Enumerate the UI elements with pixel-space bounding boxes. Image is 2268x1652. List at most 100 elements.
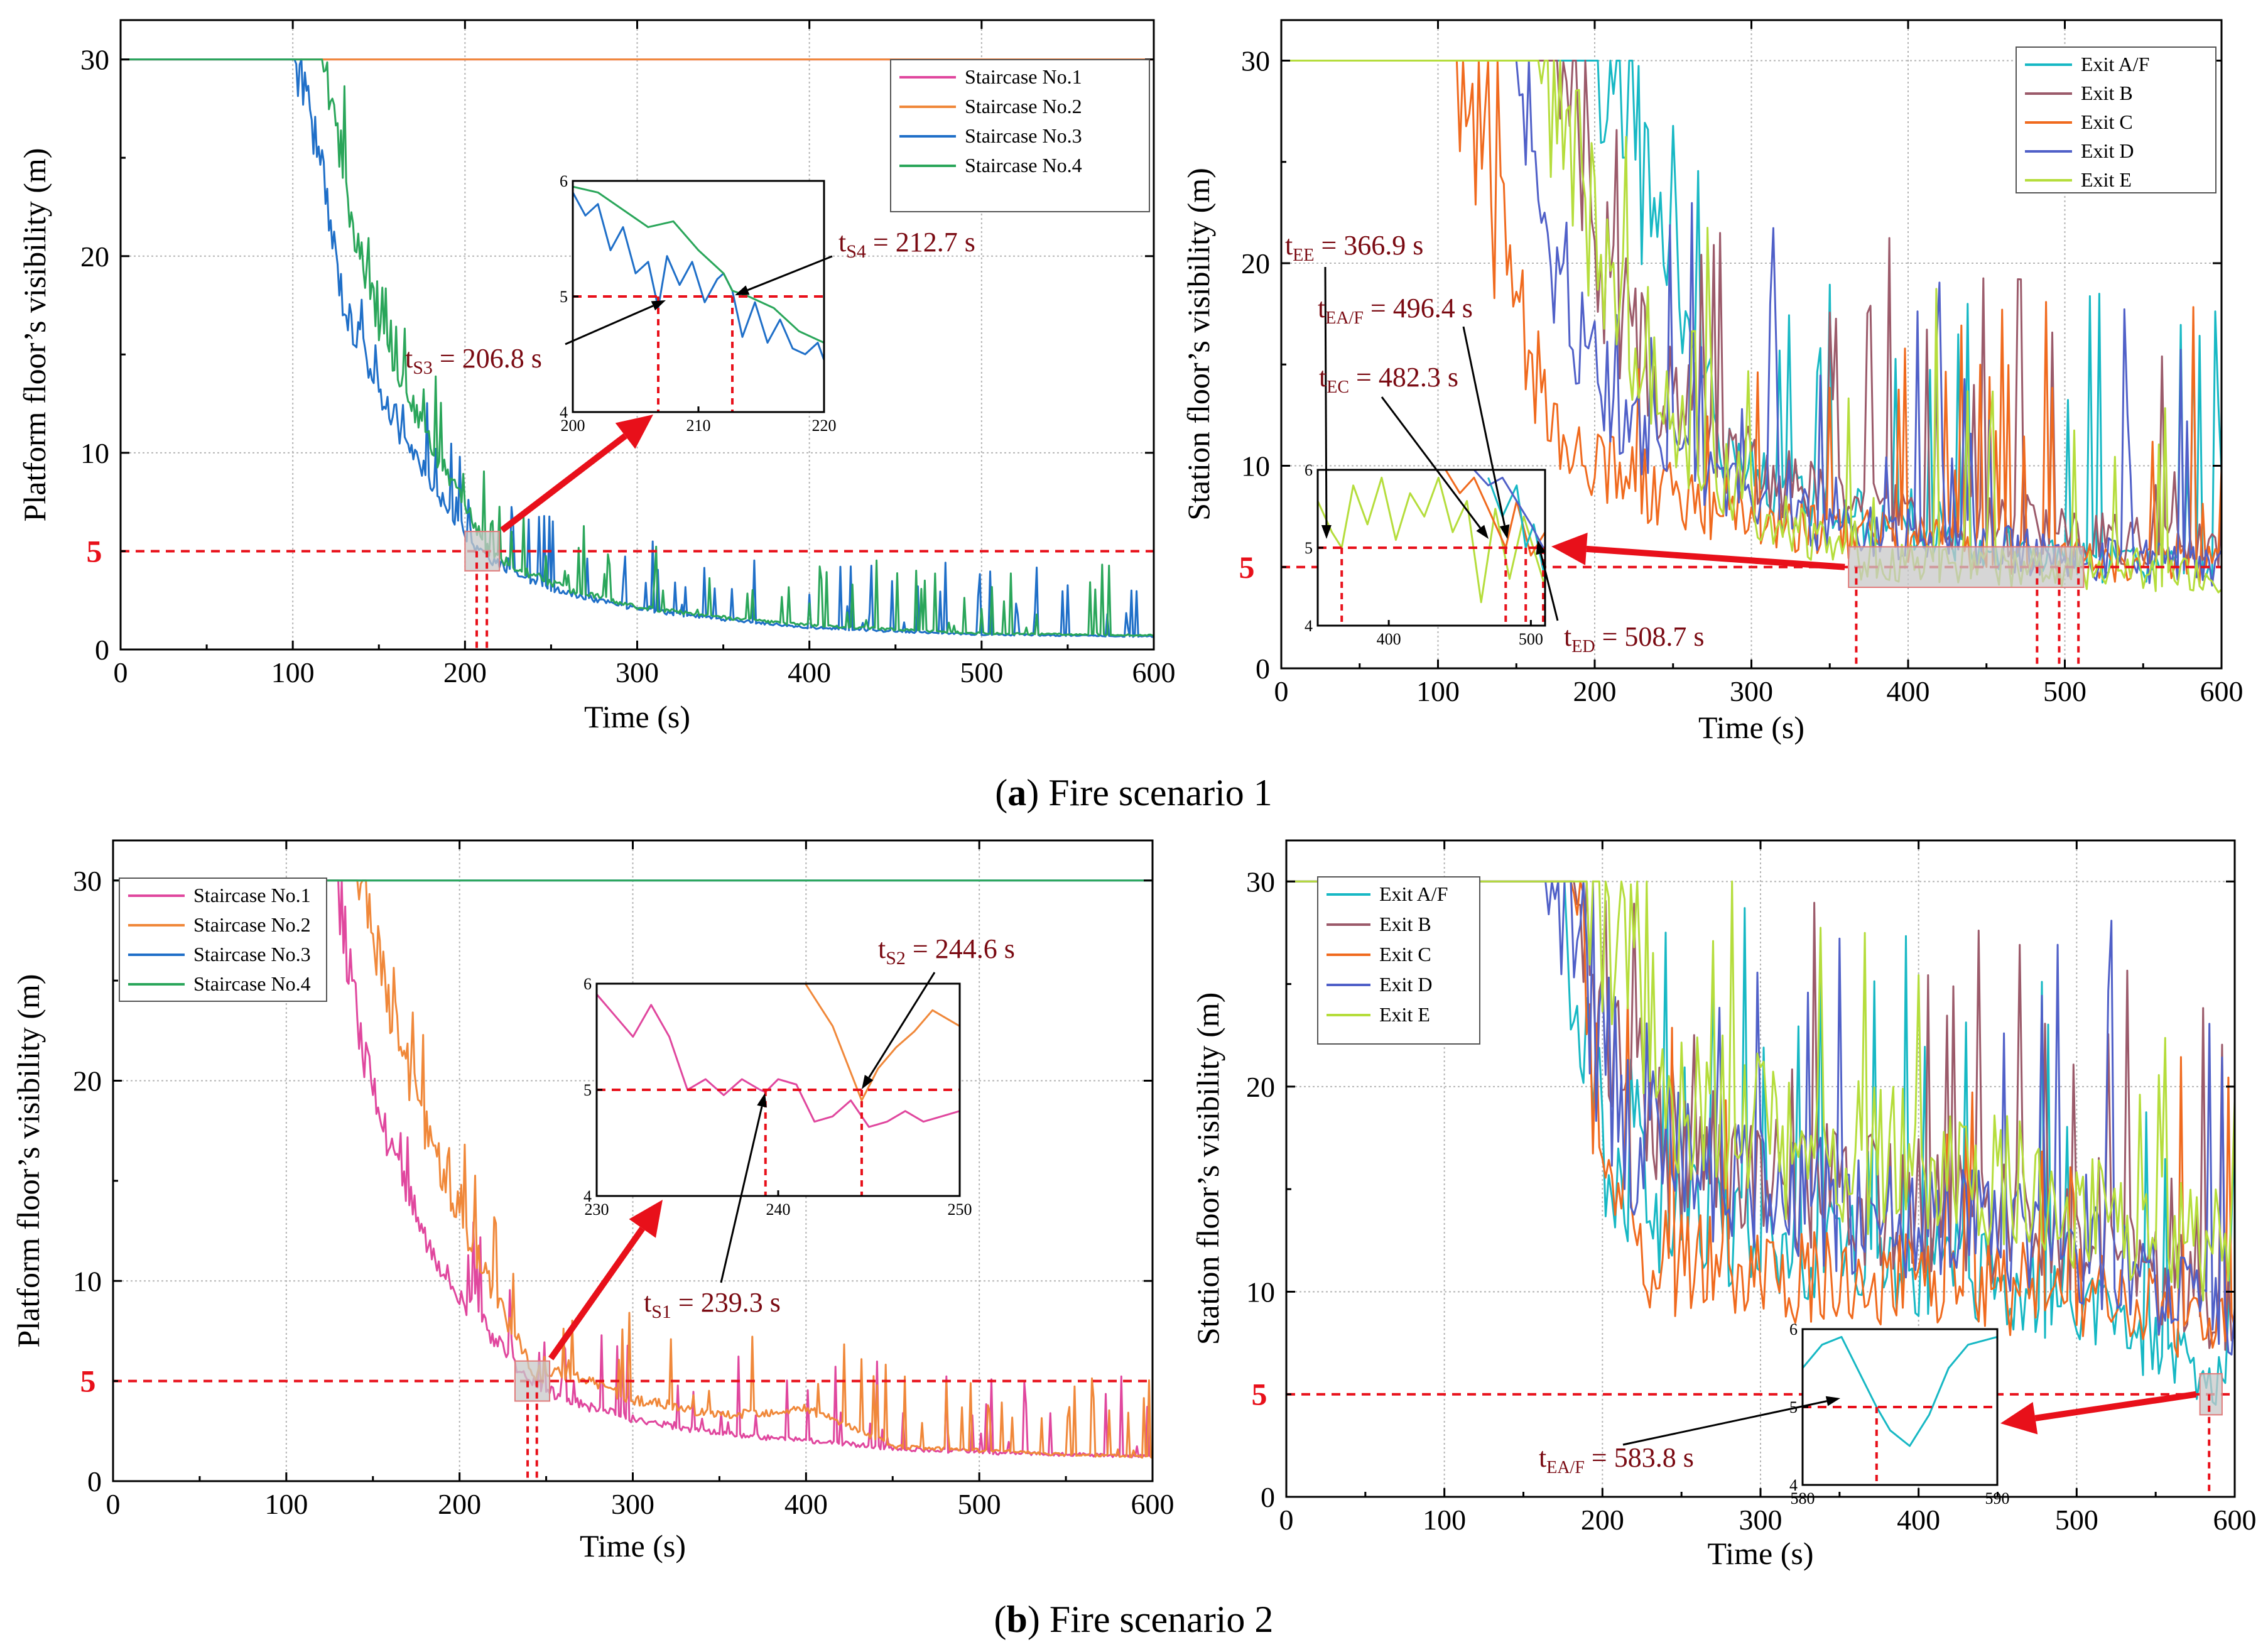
inset-series-line	[597, 993, 960, 1128]
x-tick-label: 0	[114, 656, 128, 688]
legend-entry: Staircase No.2	[193, 913, 311, 936]
annotation-value: = 206.8 s	[433, 343, 542, 374]
zoom-arrow	[500, 415, 653, 533]
annotation-subscript: S2	[886, 948, 906, 969]
inset-chart: 400 500 4 5 6	[1305, 461, 1546, 648]
annotation-t: t	[644, 1287, 651, 1318]
inset-x-tick-label: 210	[686, 416, 711, 435]
inset-chart: 200 210 220 4 5 6	[560, 172, 837, 435]
x-tick-label: 400	[788, 656, 831, 688]
chart-b-left: 5 0 100 200 300 400 500 600 0 10 20 30 Time (s) Platf…	[11, 839, 1175, 1563]
inset-x-tick-label: 220	[812, 416, 837, 435]
zoom-arrow	[2000, 1391, 2197, 1435]
inset-x-tick-label: 400	[1377, 630, 1401, 648]
annotation-subscript: EA/F	[1325, 308, 1364, 328]
inset-x-tick-label: 580	[1791, 1489, 1815, 1508]
x-tick-label: 100	[271, 656, 315, 688]
caption-b: (b) Fire scenario 2	[994, 1599, 1274, 1640]
annotation-t: t	[838, 227, 846, 258]
x-tick-label: 300	[616, 656, 659, 688]
annotation-arrow-shaft	[565, 305, 654, 345]
zoom-region	[2199, 1373, 2223, 1416]
x-tick-label: 600	[1132, 656, 1176, 688]
legend-entry: Exit C	[1379, 943, 1431, 965]
y-tick-label: 0	[1261, 1481, 1275, 1513]
inset-series-group	[573, 185, 824, 361]
annotation-t: t	[1318, 293, 1325, 323]
y-tick-label: 30	[73, 865, 102, 897]
threshold-label: 5	[1252, 1377, 1267, 1412]
caption-a-text: Fire scenario 1	[1039, 772, 1272, 813]
annotation-value: = 244.6 s	[906, 933, 1015, 964]
legend-entry: Staircase No.3	[965, 124, 1082, 147]
zoom-arrow-head	[629, 1200, 663, 1238]
annotation-arrow-shaft	[720, 1106, 763, 1283]
zoom-arrow-shaft	[2034, 1391, 2197, 1421]
y-tick-label: 10	[1241, 450, 1270, 482]
x-tick-label: 0	[1279, 1504, 1294, 1536]
zoom-arrow-head	[2000, 1402, 2038, 1435]
annotation-arrow-shaft	[1324, 266, 1328, 526]
x-tick-label: 0	[1274, 675, 1289, 707]
legend-entry: Exit D	[1379, 973, 1432, 996]
caption-a-label: a	[1007, 772, 1026, 813]
annotation-arrow-head	[1825, 1396, 1840, 1406]
legend-entry: Staircase No.1	[965, 65, 1082, 88]
x-tick-label: 600	[1131, 1488, 1175, 1520]
x-tick-label: 200	[1581, 1504, 1624, 1536]
annotation-t: t	[1319, 362, 1327, 393]
inset-series-line	[1318, 476, 1545, 604]
annotation-arrow-shaft	[1462, 326, 1506, 526]
legend-entry: Staircase No.3	[193, 943, 311, 965]
annotation-value: = 482.3 s	[1349, 362, 1458, 393]
annotation-1: tS4 = 212.7 s	[735, 227, 975, 295]
annotation-text: tS1 = 239.3 s	[644, 1287, 781, 1322]
threshold-label: 5	[80, 1364, 96, 1399]
annotation-t: t	[1539, 1442, 1546, 1473]
inset-series-line	[573, 185, 824, 344]
x-tick-label: 600	[2213, 1504, 2257, 1536]
inset-y-tick-label: 6	[560, 172, 568, 190]
y-tick-label: 20	[1241, 247, 1270, 280]
y-axis-label: Station floor’s visibility (m)	[1181, 168, 1216, 521]
caption-b-text: Fire scenario 2	[1040, 1599, 1274, 1640]
annotation-arrow-shaft	[868, 972, 936, 1079]
annotation-text: tS2 = 244.6 s	[878, 933, 1015, 969]
x-tick-label: 500	[2043, 675, 2086, 707]
y-tick-label: 10	[1246, 1276, 1275, 1308]
x-tick-label: 500	[960, 656, 1003, 688]
inset-series-line	[573, 192, 824, 361]
x-tick-label: 0	[106, 1488, 121, 1520]
chart-a-right: 5 0 100 200 300 400 500 600 0 10 20 30 Time (s) Stati…	[1181, 19, 2244, 745]
annotation-value: = 239.3 s	[671, 1287, 781, 1318]
annotation-text: tEC = 482.3 s	[1319, 362, 1458, 397]
annotation-arrow-head	[651, 300, 666, 311]
legend: Exit A/F Exit B Exit C Exit D Exit E	[2016, 46, 2216, 193]
annotation-value: = 508.7 s	[1595, 621, 1705, 652]
annotation-arrow-head	[1536, 540, 1546, 555]
annotation-arrow-shaft	[1539, 553, 1559, 621]
annotation-text: tEE = 366.9 s	[1285, 230, 1423, 265]
inset-x-tick-label: 230	[585, 1200, 609, 1219]
x-tick-label: 300	[1739, 1504, 1782, 1536]
annotation-1: tS1 = 239.3 s	[644, 1093, 781, 1322]
annotation-0: tS3 = 206.8 s	[405, 300, 666, 378]
y-tick-label: 30	[1241, 45, 1270, 77]
legend-entry: Exit E	[2081, 168, 2132, 191]
x-tick-label: 400	[1887, 675, 1930, 707]
annotation-arrow-head	[1476, 524, 1489, 539]
x-tick-label: 300	[611, 1488, 654, 1520]
inset-series-group	[1803, 1335, 1997, 1447]
legend-entry: Exit B	[1379, 913, 1431, 935]
annotation-text: tS4 = 212.7 s	[838, 227, 975, 262]
x-tick-label: 200	[1573, 675, 1617, 707]
y-tick-label: 20	[1246, 1071, 1275, 1103]
inset-series-line	[805, 984, 960, 1102]
inset-x-tick-label: 240	[766, 1200, 791, 1219]
chart-b-right: 5 0 100 200 300 400 500 600 0 10 20 30 Time (s) Stati…	[1190, 839, 2257, 1571]
annotation-text: tEA/F = 583.8 s	[1539, 1442, 1694, 1477]
annotation-value: = 496.4 s	[1364, 293, 1473, 323]
legend-entry: Exit E	[1379, 1003, 1430, 1026]
legend-entry: Exit C	[2081, 111, 2133, 133]
